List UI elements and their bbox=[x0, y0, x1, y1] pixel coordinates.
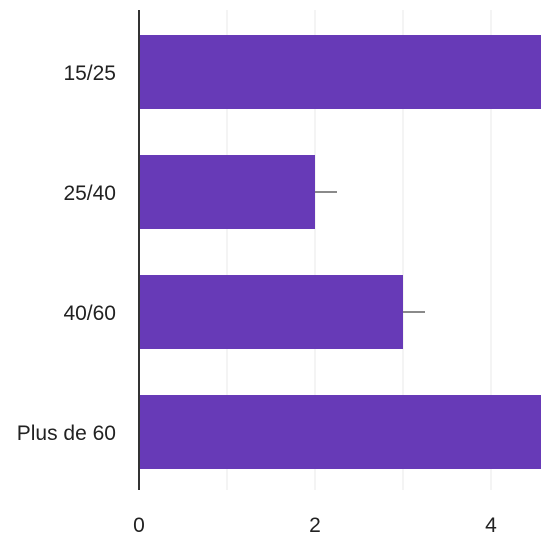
x-tick-labels: 0 2 4 bbox=[133, 514, 497, 537]
category-label-40-60: 40/60 bbox=[63, 302, 116, 325]
x-tick-label-2: 2 bbox=[309, 514, 321, 536]
x-tick-label-4: 4 bbox=[485, 514, 497, 536]
bars bbox=[139, 35, 541, 469]
category-labels: 15/25 25/40 40/60 Plus de 60 bbox=[17, 62, 116, 445]
category-label-plus-de-60: Plus de 60 bbox=[17, 422, 116, 445]
bar-25-40 bbox=[139, 155, 315, 229]
bar-15-25 bbox=[139, 35, 541, 109]
bar-40-60 bbox=[139, 275, 403, 349]
category-label-25-40: 25/40 bbox=[63, 182, 116, 205]
x-tick-label-0: 0 bbox=[133, 514, 145, 536]
error-bars bbox=[315, 191, 425, 313]
category-label-15-25: 15/25 bbox=[63, 62, 116, 85]
bar-plus-de-60 bbox=[139, 395, 541, 469]
